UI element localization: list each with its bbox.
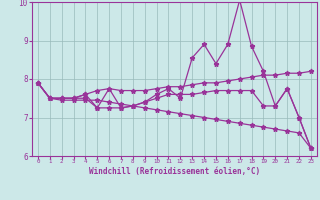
X-axis label: Windchill (Refroidissement éolien,°C): Windchill (Refroidissement éolien,°C) [89,167,260,176]
